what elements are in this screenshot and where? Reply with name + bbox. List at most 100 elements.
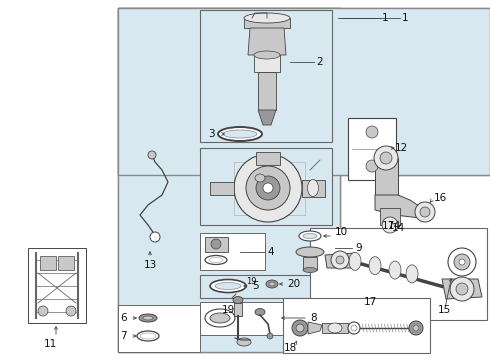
Text: 2: 2 (316, 57, 322, 67)
Circle shape (450, 277, 474, 301)
Bar (258, 72, 276, 110)
Text: 3: 3 (208, 129, 215, 139)
Text: 16: 16 (434, 193, 447, 203)
Bar (254, 55, 280, 72)
Bar (283, 298, 430, 353)
Text: 14: 14 (392, 223, 405, 233)
Circle shape (366, 126, 378, 138)
Bar (58, 256, 74, 270)
Ellipse shape (205, 256, 227, 265)
Ellipse shape (348, 322, 360, 334)
Bar (303, 257, 317, 270)
Text: 8: 8 (310, 313, 317, 323)
Text: 12: 12 (395, 143, 408, 153)
Circle shape (267, 333, 273, 339)
Bar (256, 152, 280, 165)
Bar (234, 303, 242, 316)
Circle shape (66, 306, 76, 316)
Text: 13: 13 (144, 260, 157, 270)
Bar (200, 275, 335, 298)
Circle shape (459, 259, 465, 265)
Circle shape (263, 183, 273, 193)
Text: 6: 6 (120, 313, 126, 323)
Ellipse shape (210, 279, 246, 292)
Circle shape (415, 202, 435, 222)
Ellipse shape (233, 297, 243, 303)
Ellipse shape (308, 180, 319, 197)
Circle shape (336, 256, 344, 264)
Ellipse shape (328, 323, 342, 333)
Ellipse shape (223, 130, 257, 138)
Ellipse shape (299, 231, 321, 241)
Bar (310, 228, 487, 320)
Bar (118, 8, 490, 175)
Circle shape (292, 320, 308, 336)
Circle shape (211, 239, 221, 249)
Ellipse shape (254, 51, 280, 59)
Ellipse shape (303, 267, 317, 273)
Bar (200, 10, 332, 142)
Polygon shape (375, 195, 425, 218)
Bar (200, 148, 332, 225)
Bar (118, 8, 490, 175)
Ellipse shape (369, 257, 381, 275)
Circle shape (296, 324, 304, 332)
Circle shape (448, 248, 476, 276)
Text: 7: 7 (120, 331, 126, 341)
Circle shape (420, 207, 430, 217)
Text: 17: 17 (364, 297, 377, 307)
Circle shape (366, 160, 378, 172)
Polygon shape (258, 110, 276, 125)
Bar (118, 8, 340, 352)
Polygon shape (248, 28, 286, 55)
Circle shape (382, 217, 398, 233)
Circle shape (409, 321, 423, 335)
Ellipse shape (205, 309, 235, 327)
Bar (200, 233, 265, 270)
Polygon shape (442, 279, 482, 299)
Ellipse shape (351, 325, 357, 331)
Circle shape (456, 283, 468, 295)
Bar (234, 162, 305, 215)
Circle shape (380, 152, 392, 164)
Ellipse shape (209, 257, 223, 262)
Circle shape (150, 232, 160, 242)
Ellipse shape (137, 331, 159, 341)
Bar (200, 302, 305, 335)
Circle shape (331, 251, 349, 269)
Ellipse shape (237, 338, 251, 346)
Text: 18: 18 (283, 343, 296, 353)
Bar (118, 305, 200, 352)
Ellipse shape (303, 234, 317, 238)
Text: 19: 19 (222, 305, 235, 315)
Ellipse shape (210, 313, 230, 323)
Ellipse shape (389, 261, 401, 279)
Ellipse shape (218, 127, 262, 141)
Polygon shape (308, 322, 322, 334)
Text: 14: 14 (388, 221, 401, 231)
Text: 5: 5 (252, 281, 259, 291)
Bar (380, 208, 400, 225)
Circle shape (246, 166, 290, 210)
Bar (322, 323, 348, 333)
Circle shape (148, 151, 156, 159)
Bar (28, 248, 86, 323)
Bar (244, 18, 290, 28)
Text: 15: 15 (438, 305, 451, 315)
Text: 11: 11 (44, 339, 57, 349)
Bar (348, 118, 396, 180)
Ellipse shape (139, 314, 157, 322)
Ellipse shape (255, 309, 265, 315)
Bar (375, 158, 398, 208)
Ellipse shape (244, 13, 290, 23)
Text: 9: 9 (355, 243, 362, 253)
Text: 17: 17 (381, 221, 394, 231)
Circle shape (234, 154, 302, 222)
Polygon shape (325, 253, 355, 268)
Ellipse shape (143, 316, 153, 320)
Circle shape (256, 176, 280, 200)
Circle shape (374, 146, 398, 170)
Ellipse shape (406, 265, 418, 283)
Ellipse shape (349, 252, 361, 270)
Text: 19: 19 (246, 278, 256, 287)
